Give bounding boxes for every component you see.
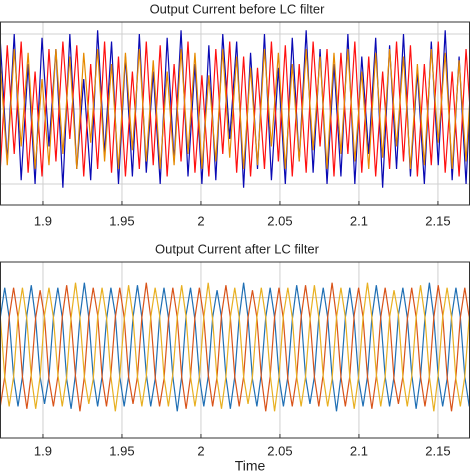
series-line — [0, 282, 470, 412]
x-tick-label: 2.05 — [267, 213, 292, 228]
plot-frame — [0, 261, 470, 439]
series-line — [0, 48, 470, 170]
series-line — [0, 282, 470, 412]
x-tick-label: 1.95 — [109, 213, 134, 228]
plot-frame — [0, 21, 470, 206]
x-tick-label: 1.9 — [34, 443, 52, 458]
chart-title: Output Current before LC filter — [150, 1, 326, 16]
x-tick-label: 2.05 — [267, 443, 292, 458]
x-tick-label: 1.95 — [109, 443, 134, 458]
x-tick-label: 2.1 — [350, 443, 368, 458]
x-tick-label: 2.15 — [425, 443, 450, 458]
chart-title: Output Current after LC filter — [155, 241, 320, 256]
x-axis-label: Time — [235, 458, 266, 474]
x-tick-label: 2.1 — [350, 213, 368, 228]
x-tick-label: 2 — [197, 213, 204, 228]
x-tick-label: 1.9 — [34, 213, 52, 228]
x-tick-label: 2.15 — [425, 213, 450, 228]
x-tick-label: 2 — [197, 443, 204, 458]
series-line — [0, 282, 470, 412]
